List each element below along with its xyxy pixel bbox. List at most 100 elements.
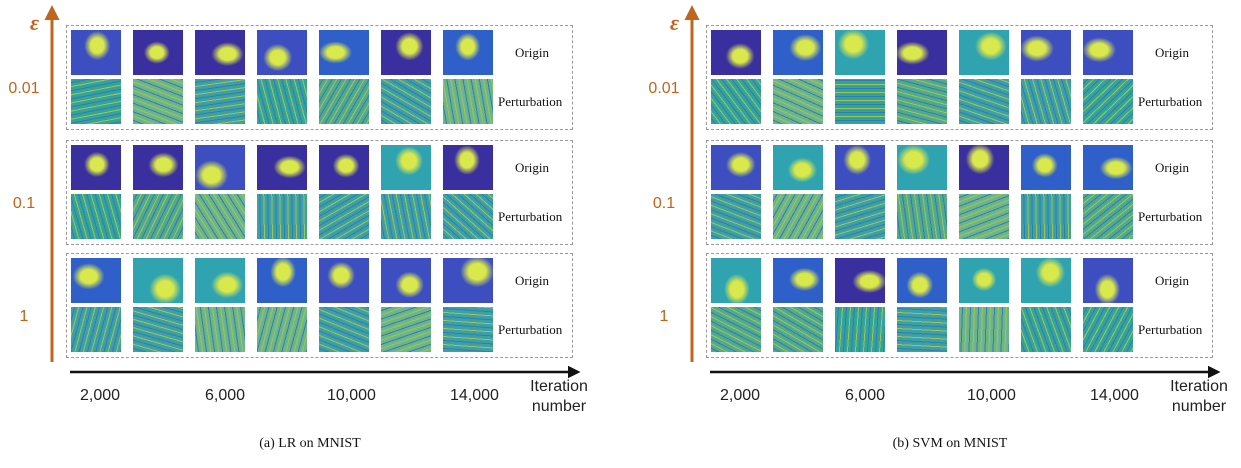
origin-label: Origin: [1155, 160, 1189, 176]
perturbation-label: Perturbation: [498, 209, 562, 225]
origin-image: [1021, 258, 1071, 303]
origin-image: [319, 258, 369, 303]
origin-image: [1083, 258, 1133, 303]
origin-label: Origin: [515, 273, 549, 289]
origin-image: [959, 145, 1009, 190]
x-tick-label: 2,000: [720, 387, 760, 405]
origin-image: [773, 145, 823, 190]
origin-image: [257, 258, 307, 303]
perturbation-image: [443, 79, 493, 124]
origin-image: [711, 258, 761, 303]
x-tick-label: 10,000: [327, 387, 376, 405]
perturbation-image: [1021, 79, 1071, 124]
origin-image: [319, 145, 369, 190]
perturbation-image: [773, 79, 823, 124]
origin-image: [133, 30, 183, 75]
perturbation-image: [835, 307, 885, 352]
origin-image: [897, 30, 947, 75]
perturbation-image: [195, 307, 245, 352]
perturbation-image: [959, 79, 1009, 124]
origin-image: [443, 30, 493, 75]
origin-label: Origin: [1155, 273, 1189, 289]
x-tick-label: 2,000: [80, 387, 120, 405]
perturbation-image: [381, 79, 431, 124]
origin-image: [711, 30, 761, 75]
epsilon-symbol: ε: [30, 10, 39, 36]
origin-image: [1021, 30, 1071, 75]
origin-image: [711, 145, 761, 190]
origin-image: [959, 30, 1009, 75]
perturbation-image: [381, 194, 431, 239]
x-tick-label: 6,000: [845, 387, 885, 405]
x-tick-label: 10,000: [967, 387, 1016, 405]
perturbation-image: [71, 194, 121, 239]
perturbation-image: [897, 307, 947, 352]
origin-image: [773, 30, 823, 75]
perturbation-label: Perturbation: [1138, 322, 1202, 338]
perturbation-image: [381, 307, 431, 352]
origin-image: [773, 258, 823, 303]
perturbation-image: [897, 194, 947, 239]
perturbation-label: Perturbation: [498, 94, 562, 110]
perturbation-image: [1021, 194, 1071, 239]
origin-image: [195, 145, 245, 190]
epsilon-label: 0.01: [2, 80, 46, 98]
perturbation-image: [1083, 79, 1133, 124]
epsilon-label: 1: [642, 308, 686, 326]
origin-image: [71, 30, 121, 75]
perturbation-image: [959, 307, 1009, 352]
origin-image: [381, 145, 431, 190]
origin-image: [1083, 30, 1133, 75]
perturbation-label: Perturbation: [498, 322, 562, 338]
perturbation-image: [257, 307, 307, 352]
origin-image: [1083, 145, 1133, 190]
perturbation-image: [195, 194, 245, 239]
perturbation-image: [319, 307, 369, 352]
origin-image: [835, 30, 885, 75]
x-tick-label: 14,000: [450, 387, 499, 405]
perturbation-image: [835, 194, 885, 239]
perturbation-image: [257, 79, 307, 124]
figure: ε 0.01 Origin Perturbation 0.1 Origin Perturba…: [0, 0, 1241, 468]
epsilon-label: 1: [2, 308, 46, 326]
origin-image: [133, 145, 183, 190]
perturbation-image: [319, 79, 369, 124]
perturbation-image: [773, 194, 823, 239]
perturbation-image: [711, 307, 761, 352]
perturbation-image: [257, 194, 307, 239]
origin-image: [195, 258, 245, 303]
perturbation-label: Perturbation: [1138, 94, 1202, 110]
origin-image: [835, 258, 885, 303]
origin-image: [959, 258, 1009, 303]
origin-image: [381, 258, 431, 303]
origin-image: [381, 30, 431, 75]
origin-image: [443, 145, 493, 190]
x-axis-label: Iteration number: [1164, 377, 1234, 417]
perturbation-image: [959, 194, 1009, 239]
origin-image: [897, 258, 947, 303]
perturbation-image: [71, 307, 121, 352]
origin-image: [133, 258, 183, 303]
caption: (b) SVM on MNIST: [850, 436, 1050, 452]
origin-image: [257, 145, 307, 190]
perturbation-image: [133, 194, 183, 239]
perturbation-image: [897, 79, 947, 124]
perturbation-image: [711, 194, 761, 239]
perturbation-image: [835, 79, 885, 124]
perturbation-image: [443, 194, 493, 239]
origin-label: Origin: [515, 45, 549, 61]
origin-image: [257, 30, 307, 75]
origin-image: [195, 30, 245, 75]
perturbation-image: [133, 307, 183, 352]
epsilon-label: 0.1: [642, 195, 686, 213]
x-axis-label: Iteration number: [524, 377, 594, 417]
epsilon-label: 0.01: [642, 80, 686, 98]
perturbation-image: [71, 79, 121, 124]
perturbation-image: [319, 194, 369, 239]
perturbation-image: [1083, 194, 1133, 239]
origin-image: [71, 258, 121, 303]
x-tick-label: 14,000: [1090, 387, 1139, 405]
epsilon-label: 0.1: [2, 195, 46, 213]
perturbation-image: [773, 307, 823, 352]
epsilon-symbol: ε: [670, 10, 679, 36]
